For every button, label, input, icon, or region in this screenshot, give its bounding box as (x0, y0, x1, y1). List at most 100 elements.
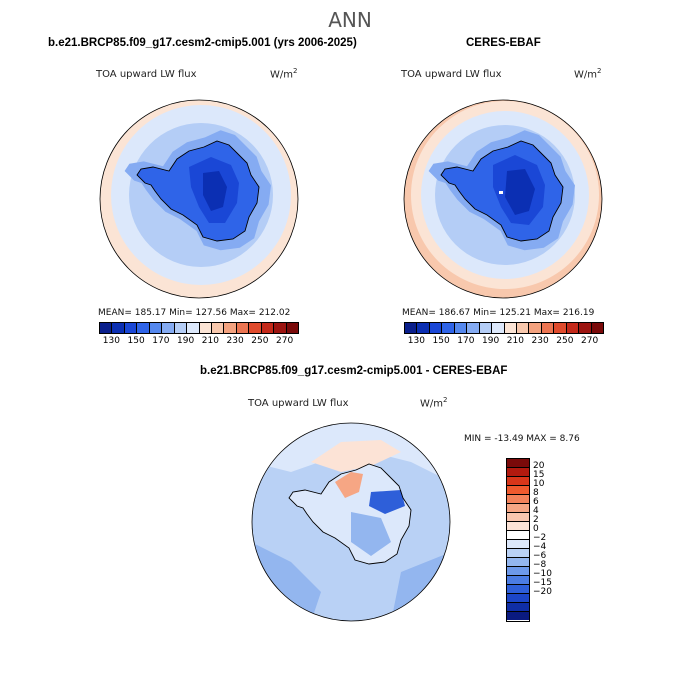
colorbar-swatch (479, 323, 493, 333)
colorbar-tick-label: 270 (276, 336, 294, 346)
colorbar-swatch (507, 603, 529, 612)
colorbar-swatch (504, 323, 517, 333)
colorbar-swatch (507, 540, 529, 549)
colorbar-swatch (442, 323, 455, 333)
missing-data-pixel (499, 191, 503, 194)
colorbar-tick-label: 15 (533, 470, 545, 480)
colorbar-swatch (261, 323, 275, 333)
panel1-stats: MEAN= 185.17 Min= 127.56 Max= 212.02 (98, 308, 291, 318)
colorbar-swatch (249, 323, 262, 333)
colorbar-tick-label: 8 (533, 488, 539, 498)
colorbar-swatch (507, 522, 529, 531)
colorbar-tick-label: 270 (581, 336, 599, 346)
colorbar-swatch (507, 576, 529, 585)
map-boundary (403, 99, 603, 299)
map-boundary (99, 99, 299, 299)
colorbar-tick-label: 210 (506, 336, 524, 346)
colorbar-swatch (507, 468, 529, 477)
colorbar-swatch (417, 323, 430, 333)
colorbar-swatch (507, 513, 529, 522)
colorbar-tick-label: 230 (226, 336, 244, 346)
main-title: ANN (328, 8, 372, 32)
colorbar-swatch (274, 323, 287, 333)
colorbar-swatch (100, 323, 113, 333)
panel3-variable-label: TOA upward LW flux (248, 398, 349, 409)
colorbar-tick-label: −4 (533, 542, 547, 552)
colorbar-tick-label: 130 (407, 336, 425, 346)
colorbar-swatch (405, 323, 418, 333)
colorbar-tick-label: −8 (533, 560, 547, 570)
colorbar-tick-label: 6 (533, 497, 539, 507)
colorbar-swatch (529, 323, 542, 333)
colorbar-tick-label: 190 (177, 336, 195, 346)
panel2-colorbar-ticks: 130 150 170 190 210 230 250 270 (404, 336, 602, 346)
colorbar-tick-label: 0 (533, 524, 539, 534)
panel1-title: b.e21.BRCP85.f09_g17.cesm2-cmip5.001 (yr… (48, 37, 357, 49)
colorbar-swatch (112, 323, 125, 333)
colorbar-tick-label: 2 (533, 515, 539, 525)
colorbar-swatch (507, 504, 529, 513)
colorbar-swatch (516, 323, 530, 333)
colorbar-swatch (162, 323, 175, 333)
panel3-title: b.e21.BRCP85.f09_g17.cesm2-cmip5.001 - C… (200, 365, 508, 377)
colorbar-swatch (554, 323, 567, 333)
colorbar-swatch (124, 323, 138, 333)
colorbar-tick-label: 130 (102, 336, 120, 346)
panel3-minmax: MIN = -13.49 MAX = 8.76 (464, 434, 580, 444)
plateau-core (505, 169, 535, 215)
colorbar-tick-label: 190 (482, 336, 500, 346)
panel1-variable-label: TOA upward LW flux (96, 69, 197, 80)
colorbar-tick-label: 210 (201, 336, 219, 346)
panel3-colorbar-ticks: 20 15 10 8 6 4 2 0 −2 −4 −6 −8 −10 −15 −20 (533, 458, 573, 620)
colorbar-swatch (149, 323, 163, 333)
colorbar-swatch (507, 594, 529, 603)
map-boundary (251, 422, 451, 622)
colorbar-swatch (507, 558, 529, 567)
colorbar-swatch (507, 531, 529, 540)
colorbar-swatch (507, 486, 529, 495)
panel1-units-label: W/m2 (270, 67, 298, 81)
colorbar-swatch (507, 459, 529, 468)
panel3-units-label: W/m2 (420, 396, 448, 410)
colorbar-swatch (454, 323, 468, 333)
panel2-stats: MEAN= 186.67 Min= 125.21 Max= 216.19 (402, 308, 595, 318)
colorbar-swatch (566, 323, 580, 333)
colorbar-swatch (236, 323, 250, 333)
panel2-title: CERES-EBAF (466, 37, 541, 49)
colorbar-tick-label: −6 (533, 551, 547, 561)
diff-warm-anomaly (335, 472, 363, 498)
panel2-polar-map (403, 99, 603, 299)
colorbar-tick-label: −20 (533, 587, 552, 597)
colorbar-swatch (467, 323, 480, 333)
colorbar-swatch (137, 323, 150, 333)
colorbar-tick-label: 10 (533, 479, 545, 489)
panel1-colorbar (99, 322, 299, 334)
panel1-colorbar-ticks: 130 150 170 190 210 230 250 270 (99, 336, 297, 346)
colorbar-tick-label: 170 (457, 336, 475, 346)
colorbar-tick-label: 170 (152, 336, 170, 346)
panel3-colorbar (506, 458, 530, 622)
colorbar-tick-label: −10 (533, 569, 552, 579)
colorbar-tick-label: 150 (127, 336, 145, 346)
colorbar-swatch (199, 323, 212, 333)
colorbar-swatch (187, 323, 200, 333)
colorbar-swatch (429, 323, 443, 333)
colorbar-swatch (579, 323, 592, 333)
colorbar-tick-label: 4 (533, 506, 539, 516)
colorbar-tick-label: −2 (533, 533, 547, 543)
colorbar-swatch (541, 323, 555, 333)
panel2-colorbar (404, 322, 604, 334)
colorbar-swatch (507, 612, 529, 620)
diff-interior-anomaly (351, 512, 391, 556)
colorbar-swatch (224, 323, 237, 333)
panel3-polar-map (251, 422, 451, 622)
colorbar-swatch (286, 323, 298, 333)
colorbar-tick-label: −15 (533, 578, 552, 588)
colorbar-swatch (507, 567, 529, 576)
colorbar-swatch (507, 495, 529, 504)
panel2-variable-label: TOA upward LW flux (401, 69, 502, 80)
colorbar-swatch (174, 323, 188, 333)
colorbar-tick-label: 250 (251, 336, 269, 346)
colorbar-tick-label: 150 (432, 336, 450, 346)
colorbar-swatch (211, 323, 225, 333)
